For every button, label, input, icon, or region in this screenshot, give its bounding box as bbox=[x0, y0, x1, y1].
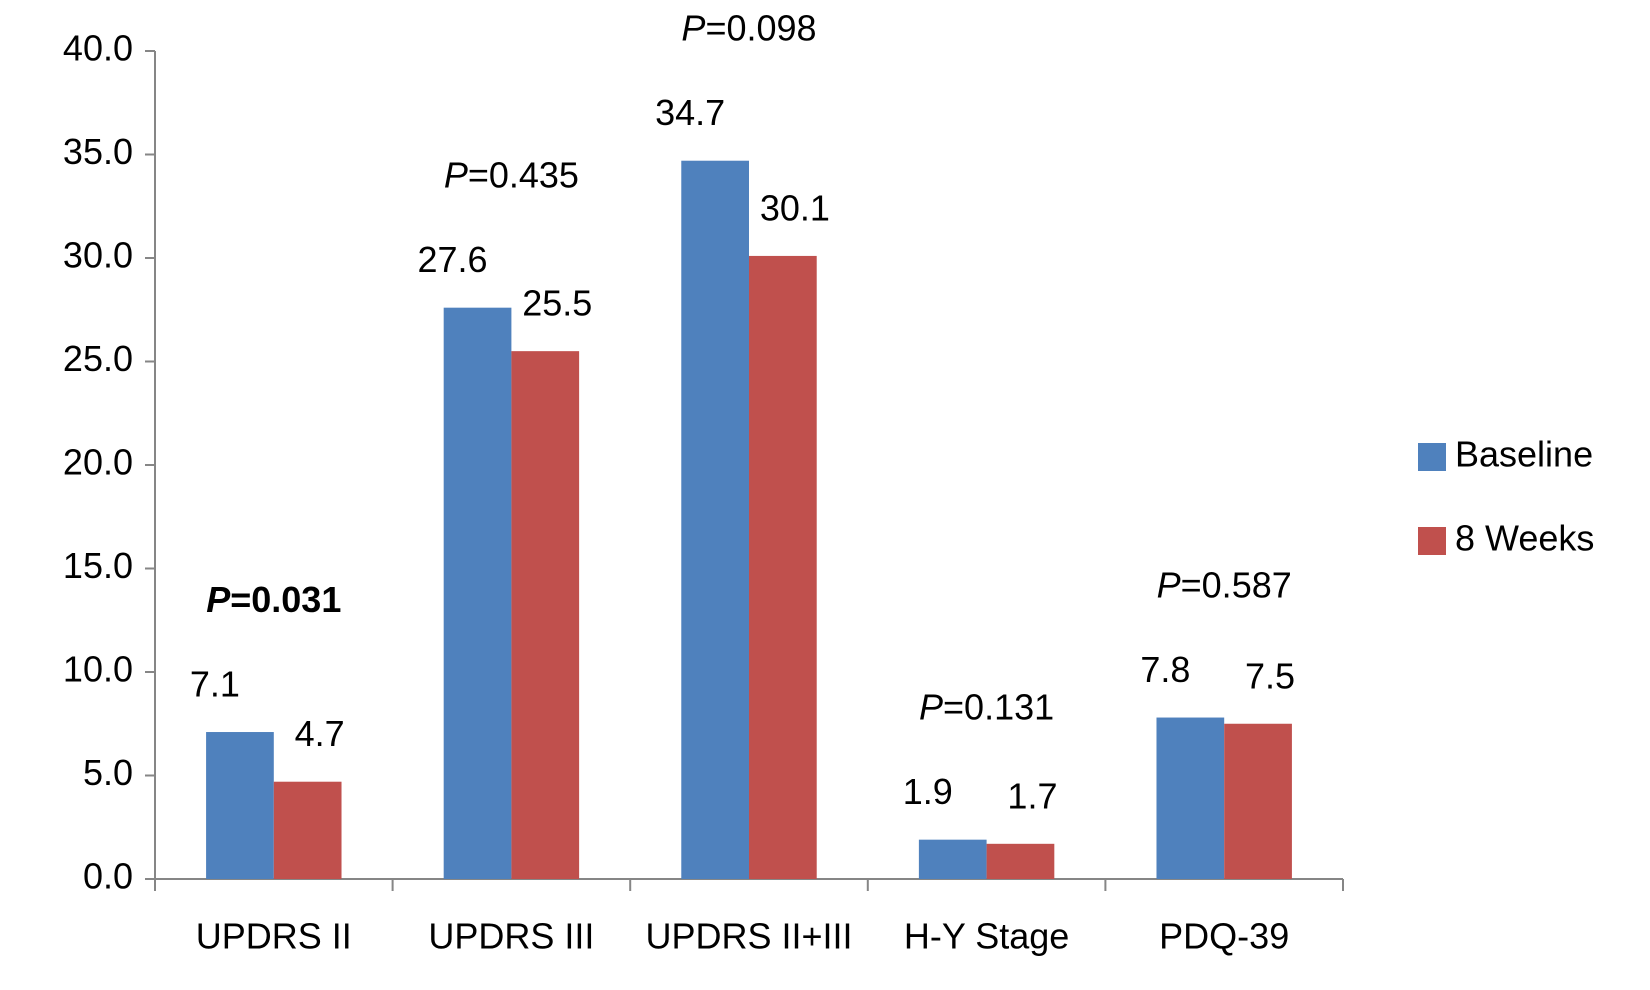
bar bbox=[749, 255, 817, 879]
legend-label: Baseline bbox=[1455, 434, 1593, 475]
y-tick-label: 25.0 bbox=[63, 338, 133, 379]
bar bbox=[1156, 717, 1225, 879]
p-rest: =0.131 bbox=[943, 686, 1054, 727]
bar bbox=[986, 843, 1055, 879]
data-label: 7.1 bbox=[190, 664, 240, 705]
legend-swatch bbox=[1418, 527, 1446, 555]
p-rest: =0.587 bbox=[1181, 564, 1292, 605]
y-tick-label: 20.0 bbox=[63, 442, 133, 483]
data-label: 1.7 bbox=[1007, 775, 1057, 816]
y-tick-label: 15.0 bbox=[63, 545, 133, 586]
bar bbox=[206, 732, 274, 879]
p-value: P=0.435 bbox=[444, 154, 579, 195]
data-label: 1.9 bbox=[903, 771, 953, 812]
x-tick-label: UPDRS II bbox=[196, 916, 352, 957]
bar bbox=[273, 781, 342, 879]
y-tick-label: 5.0 bbox=[83, 752, 133, 793]
p-rest: =0.098 bbox=[705, 7, 816, 48]
p-italic: P bbox=[919, 686, 943, 727]
legend-label: 8 Weeks bbox=[1455, 518, 1594, 559]
y-tick-label: 0.0 bbox=[83, 856, 133, 897]
x-tick-label: PDQ-39 bbox=[1159, 916, 1289, 957]
data-label: 27.6 bbox=[418, 239, 488, 280]
p-value: P=0.131 bbox=[919, 686, 1054, 727]
data-label: 7.8 bbox=[1140, 649, 1190, 690]
p-italic: P bbox=[681, 7, 705, 48]
p-rest: =0.031 bbox=[230, 579, 341, 620]
bar bbox=[681, 160, 749, 879]
p-rest: =0.435 bbox=[468, 154, 579, 195]
x-tick-label: UPDRS II+III bbox=[645, 916, 852, 957]
data-label: 34.7 bbox=[655, 92, 725, 133]
p-italic: P bbox=[206, 579, 231, 620]
x-tick-label: UPDRS III bbox=[428, 916, 594, 957]
data-label: 7.5 bbox=[1245, 655, 1295, 696]
bar bbox=[443, 307, 512, 879]
y-tick-label: 40.0 bbox=[63, 28, 133, 69]
data-label: 30.1 bbox=[760, 187, 830, 228]
p-italic: P bbox=[1157, 564, 1181, 605]
bar bbox=[1224, 723, 1292, 879]
bar bbox=[511, 351, 580, 879]
bar bbox=[918, 839, 987, 879]
x-tick-label: H-Y Stage bbox=[904, 916, 1069, 957]
y-tick-label: 10.0 bbox=[63, 649, 133, 690]
data-label: 4.7 bbox=[295, 713, 345, 754]
p-italic: P bbox=[444, 154, 468, 195]
p-value: P=0.098 bbox=[681, 7, 816, 48]
y-tick-label: 30.0 bbox=[63, 235, 133, 276]
data-label: 25.5 bbox=[522, 283, 592, 324]
legend-swatch bbox=[1418, 443, 1446, 471]
p-value: P=0.587 bbox=[1157, 564, 1292, 605]
y-tick-label: 35.0 bbox=[63, 131, 133, 172]
p-value: P=0.031 bbox=[206, 579, 341, 620]
